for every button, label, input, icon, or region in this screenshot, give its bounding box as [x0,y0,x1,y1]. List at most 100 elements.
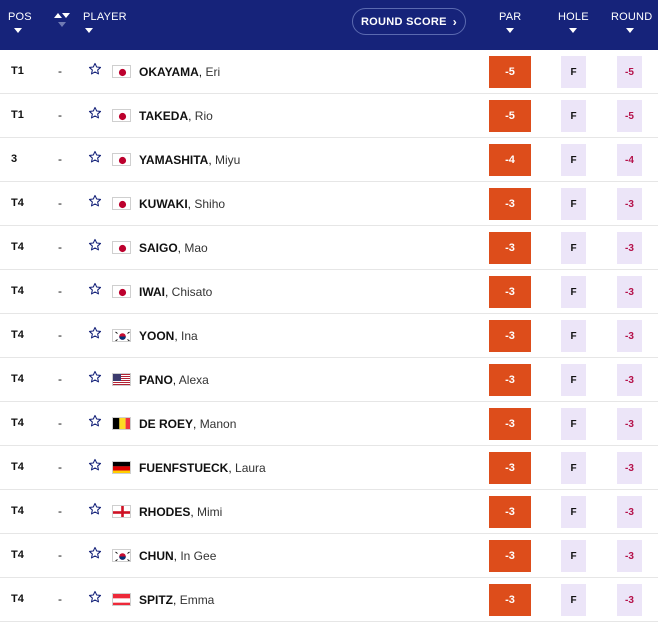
hole-status-cell: F [561,276,586,308]
movement-indicator: - [58,328,62,342]
hole-status-cell: F [561,232,586,264]
austria-flag-icon [112,593,131,606]
round-score-cell: -3 [617,188,642,220]
round-score-cell: -3 [617,364,642,396]
par-score-cell: -3 [489,496,531,528]
name-separator: , [228,461,236,475]
leaderboard-row[interactable]: T4 - SPITZ, Emma -3 F -3 [0,578,658,622]
favorite-star-icon[interactable] [88,62,102,76]
player-name[interactable]: OKAYAMA, Eri [139,65,220,79]
player-name[interactable]: PANO, Alexa [139,373,209,387]
movement-indicator: - [58,284,62,298]
player-first-name: Laura [235,461,266,475]
player-last-name: YAMASHITA [139,153,209,167]
player-first-name: Chisato [171,285,213,299]
movement-indicator: - [58,108,62,122]
favorite-star-icon[interactable] [88,458,102,472]
position-value: T4 [11,593,24,605]
hole-header-label: HOLE [558,11,589,23]
favorite-star-icon[interactable] [88,546,102,560]
favorite-star-icon[interactable] [88,502,102,516]
round-header-label: ROUND [611,11,653,23]
favorite-star-icon[interactable] [88,106,102,120]
player-name[interactable]: KUWAKI, Shiho [139,197,225,211]
japan-flag-icon [112,241,131,254]
name-separator: , [177,241,185,255]
japan-flag-icon [112,285,131,298]
movement-indicator: - [58,64,62,78]
round-score-cell: -3 [617,452,642,484]
player-name[interactable]: CHUN, In Gee [139,549,216,563]
leaderboard-row[interactable]: T4 - CHUN, In Gee -3 F -3 [0,534,658,578]
movement-indicator: - [58,372,62,386]
player-column-header[interactable]: PLAYER [78,0,148,50]
round-score-cell: -5 [617,56,642,88]
player-last-name: KUWAKI [139,197,188,211]
movement-indicator: - [58,592,62,606]
name-separator: , [172,373,179,387]
player-last-name: RHODES [139,505,191,519]
par-score-cell: -5 [489,100,531,132]
favorite-star-icon[interactable] [88,194,102,208]
player-name[interactable]: DE ROEY, Manon [139,417,236,431]
sort-desc-icon [506,28,514,33]
player-last-name: TAKEDA [139,109,189,123]
round-score-cell: -3 [617,276,642,308]
name-separator: , [173,549,181,563]
player-name[interactable]: FUENFSTUECK, Laura [139,461,266,475]
korea-flag-icon [112,329,131,342]
par-column-header[interactable]: PAR [490,0,530,50]
favorite-star-icon[interactable] [88,282,102,296]
leaderboard-row[interactable]: T4 - RHODES, Mimi -3 F -3 [0,490,658,534]
hole-status-cell: F [561,56,586,88]
movement-indicator: - [58,196,62,210]
favorite-star-icon[interactable] [88,370,102,384]
hole-status-cell: F [561,364,586,396]
leaderboard-row[interactable]: T4 - YOON, Ina -3 F -3 [0,314,658,358]
movement-indicator: - [58,416,62,430]
favorite-star-icon[interactable] [88,590,102,604]
leaderboard-row[interactable]: T1 - TAKEDA, Rio -5 F -5 [0,94,658,138]
leaderboard-row[interactable]: T4 - DE ROEY, Manon -3 F -3 [0,402,658,446]
player-name[interactable]: TAKEDA, Rio [139,109,213,123]
round-score-cell: -3 [617,232,642,264]
sort-asc-icon [54,13,62,18]
favorite-star-icon[interactable] [88,414,102,428]
round-column-header[interactable]: ROUND [608,0,658,50]
favorite-star-icon[interactable] [88,150,102,164]
movement-sort-header[interactable] [48,0,72,50]
player-name[interactable]: SPITZ, Emma [139,593,214,607]
leaderboard-row[interactable]: T4 - SAIGO, Mao -3 F -3 [0,226,658,270]
round-score-cell: -4 [617,144,642,176]
player-name[interactable]: IWAI, Chisato [139,285,212,299]
hole-status-cell: F [561,320,586,352]
favorite-star-icon[interactable] [88,326,102,340]
position-value: T4 [11,241,24,253]
player-name[interactable]: YOON, Ina [139,329,198,343]
sort-desc-icon [58,22,66,27]
name-separator: , [187,197,195,211]
player-name[interactable]: SAIGO, Mao [139,241,208,255]
hole-column-header[interactable]: HOLE [555,0,595,50]
leaderboard-row[interactable]: 3 - YAMASHITA, Miyu -4 F -4 [0,138,658,182]
position-value: T4 [11,373,24,385]
round-score-cell: -5 [617,100,642,132]
player-name[interactable]: RHODES, Mimi [139,505,222,519]
player-name[interactable]: YAMASHITA, Miyu [139,153,240,167]
favorite-star-icon[interactable] [88,238,102,252]
germany-flag-icon [112,461,131,474]
leaderboard-row[interactable]: T4 - IWAI, Chisato -3 F -3 [0,270,658,314]
leaderboard-row[interactable]: T4 - FUENFSTUECK, Laura -3 F -3 [0,446,658,490]
movement-indicator: - [58,504,62,518]
par-score-cell: -3 [489,452,531,484]
round-score-cell: -3 [617,584,642,616]
leaderboard-row[interactable]: T4 - PANO, Alexa -3 F -3 [0,358,658,402]
leaderboard-row[interactable]: T1 - OKAYAMA, Eri -5 F -5 [0,50,658,94]
name-separator: , [193,417,200,431]
pos-column-header[interactable]: POS [0,0,40,50]
par-score-cell: -3 [489,408,531,440]
leaderboard-row[interactable]: T4 - KUWAKI, Shiho -3 F -3 [0,182,658,226]
position-value: T4 [11,549,24,561]
player-first-name: Mimi [197,505,223,519]
round-score-button[interactable]: ROUND SCORE › [352,8,466,35]
